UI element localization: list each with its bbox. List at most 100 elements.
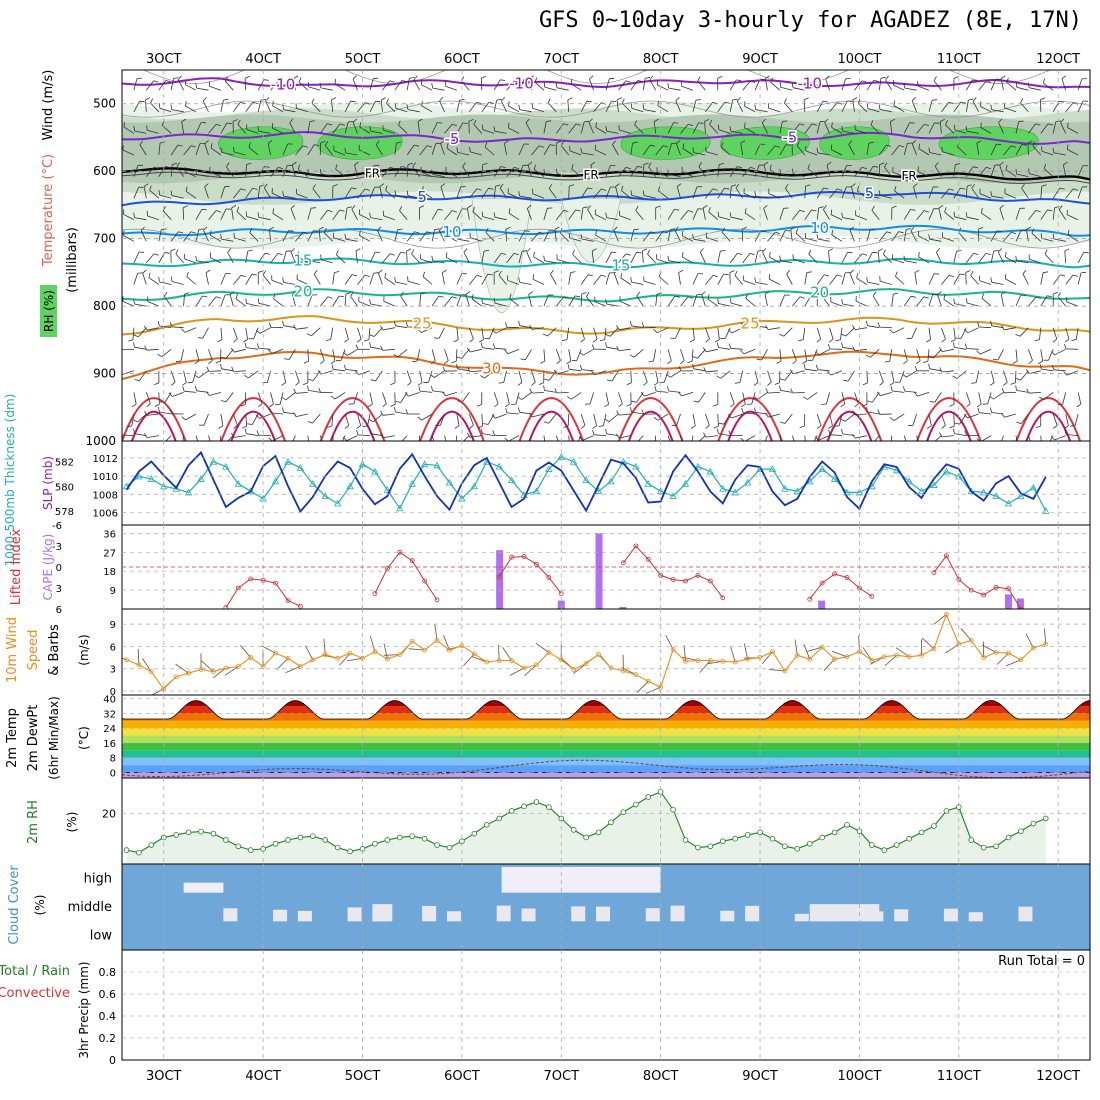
- rh-point: [198, 828, 204, 835]
- wind-barb: [939, 121, 942, 134]
- wind-barb: [814, 436, 819, 441]
- wind-barb: [185, 191, 197, 199]
- wind-barb: [913, 186, 917, 199]
- rh-point: [123, 847, 130, 853]
- wind-barb: [605, 212, 607, 218]
- wind-barb: [582, 206, 588, 209]
- x-tick-label-bottom: 8OCT: [643, 1069, 679, 1084]
- wind-barb: [817, 292, 823, 295]
- wind-barb: [720, 250, 726, 252]
- wind-barb: [605, 126, 607, 132]
- thickness-point: [160, 482, 168, 490]
- wind-barb: [991, 325, 1004, 329]
- wind-barb: [350, 100, 356, 103]
- slp-tick-label: 1012: [93, 454, 118, 465]
- wind-barb: [828, 338, 834, 343]
- wind-barb: [408, 392, 420, 397]
- wind-barb-10m: [151, 688, 164, 695]
- wind-barb: [979, 412, 992, 415]
- wind-barb: [313, 270, 318, 275]
- wind-barb: [525, 122, 532, 134]
- wind-barb: [319, 349, 325, 361]
- wind-barb: [648, 162, 652, 168]
- wind-barb: [761, 118, 766, 123]
- wind-barb: [493, 79, 501, 91]
- wind-barb: [1016, 173, 1029, 177]
- wind-barb: [631, 325, 644, 329]
- wind-barb: [431, 255, 434, 261]
- wind-barb: [713, 404, 719, 407]
- wind-barb: [753, 396, 758, 400]
- wind-barb: [867, 108, 880, 113]
- wind-barb: [768, 413, 781, 418]
- wind-barb: [816, 101, 824, 112]
- wind-barb: [690, 425, 696, 429]
- wind-barb: [724, 101, 730, 104]
- isotherm-label: FR: [365, 167, 380, 181]
- wind-barb: [1020, 98, 1024, 103]
- wind-barb: [394, 407, 396, 413]
- thickness-point: [1042, 507, 1050, 514]
- wind-barb: [954, 347, 967, 350]
- wind-barb: [517, 396, 523, 400]
- wind-barb: [770, 77, 773, 83]
- wind-barb: [491, 329, 497, 334]
- wind-barb: [1065, 102, 1074, 113]
- temp-tick-label: 8: [110, 754, 116, 765]
- wind-barb: [588, 118, 593, 123]
- wind-barb: [307, 144, 315, 156]
- wind-barb: [621, 185, 624, 191]
- dewpoint-line: [122, 759, 1090, 778]
- lifted-index-point: [384, 566, 390, 571]
- wind-barb: [667, 209, 675, 220]
- wind-barb: [509, 293, 512, 299]
- wind-barb: [215, 296, 221, 299]
- wind-barb: [394, 80, 403, 91]
- wind-barb: [816, 207, 820, 220]
- wind-barb: [889, 417, 895, 421]
- wind-barb: [642, 78, 646, 91]
- wind-barb: [390, 382, 396, 386]
- wind-barb: [631, 281, 644, 285]
- wind-barb: [357, 327, 362, 340]
- wind-barb: [467, 366, 471, 372]
- wind-speed-point: [186, 670, 191, 676]
- thickness-point: [371, 467, 379, 475]
- wind-barb: [805, 184, 811, 187]
- wind-barb: [592, 429, 595, 435]
- wind-barb: [1016, 260, 1029, 264]
- wind-barb: [1051, 351, 1056, 356]
- wind-barb: [568, 186, 570, 199]
- wind-barb: [407, 276, 409, 282]
- wind-barb: [576, 349, 582, 361]
- precip-tick-label: 0.8: [99, 966, 117, 979]
- wind-barb: [729, 270, 735, 273]
- surface-heat-contour: [220, 397, 286, 441]
- wind-barb: [440, 186, 445, 199]
- wind-barb: [353, 392, 358, 405]
- wind-barb: [568, 123, 577, 134]
- wind-barb: [501, 97, 506, 102]
- wind-barb: [158, 276, 160, 282]
- wind-barb: [590, 164, 594, 177]
- wind-barb: [744, 101, 746, 107]
- wind-barb: [791, 140, 797, 144]
- wind-barb: [176, 166, 184, 177]
- wind-barb: [898, 231, 904, 234]
- wind-barb: [302, 145, 308, 148]
- wind-barb: [472, 211, 483, 220]
- wind-barb: [736, 97, 741, 102]
- wind-barb: [870, 124, 880, 134]
- wind-barb: [605, 186, 611, 199]
- axis-label-rh-units: (%): [65, 812, 79, 833]
- wind-barb: [487, 273, 493, 276]
- wind-barb: [375, 144, 383, 156]
- x-tick-label-bottom: 10OCT: [838, 1069, 882, 1084]
- thickness-tick-label: 578: [55, 507, 74, 518]
- wind-barb: [1027, 142, 1029, 156]
- wind-barb: [320, 360, 325, 365]
- wind-barb: [718, 162, 725, 165]
- wind-barb: [780, 173, 793, 177]
- wind-barb: [568, 349, 572, 362]
- wind-barb: [139, 144, 147, 156]
